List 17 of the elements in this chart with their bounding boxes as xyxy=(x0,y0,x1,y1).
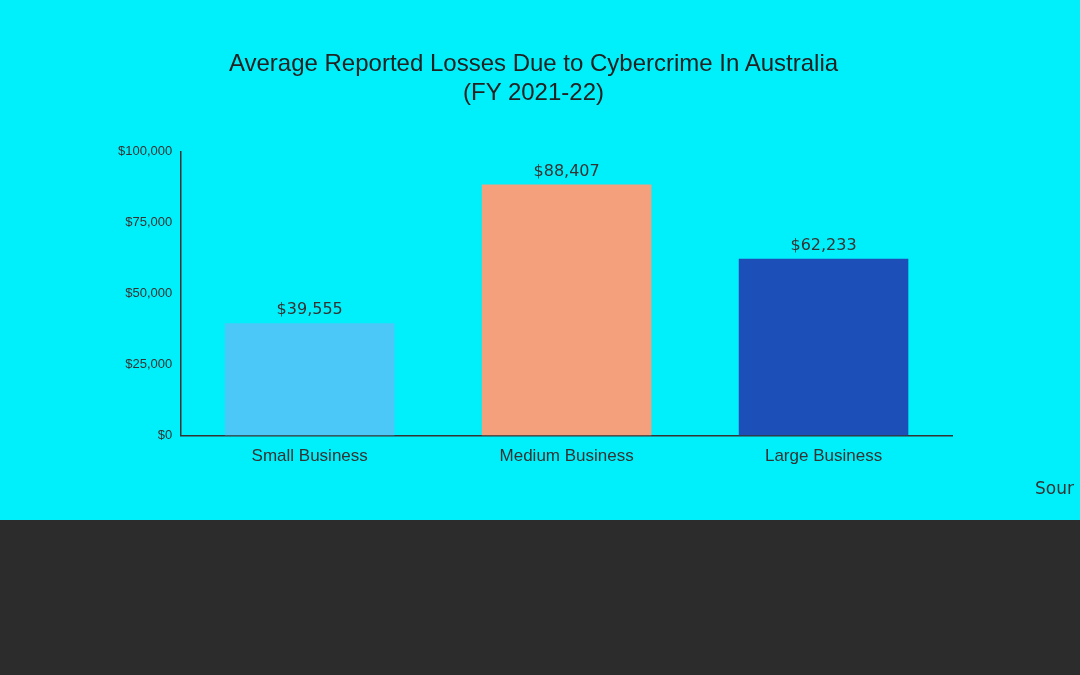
text: Average Reported Losses Due to Cybercrime In Australia xyxy=(228,49,839,77)
y-tick-label: $100,000 xyxy=(117,143,173,159)
data-label: $88,407 xyxy=(533,160,600,180)
data-label: $39,555 xyxy=(276,299,343,319)
bar xyxy=(224,323,395,436)
y-tick-label: $50,000 xyxy=(125,285,173,301)
y-tick-label: $75,000 xyxy=(125,214,173,230)
x-tick-label: Small Business xyxy=(251,446,368,466)
text: (FY 2021-22) xyxy=(463,77,604,105)
x-tick-label: Medium Business xyxy=(499,446,634,466)
y-tick-label: $25,000 xyxy=(125,356,173,372)
bar xyxy=(481,184,652,436)
y-tick-label: $0 xyxy=(157,427,173,443)
text: Sour xyxy=(1035,478,1074,498)
x-tick-label: Large Business xyxy=(764,446,883,466)
bar xyxy=(738,258,909,436)
data-label: $62,233 xyxy=(790,235,857,255)
